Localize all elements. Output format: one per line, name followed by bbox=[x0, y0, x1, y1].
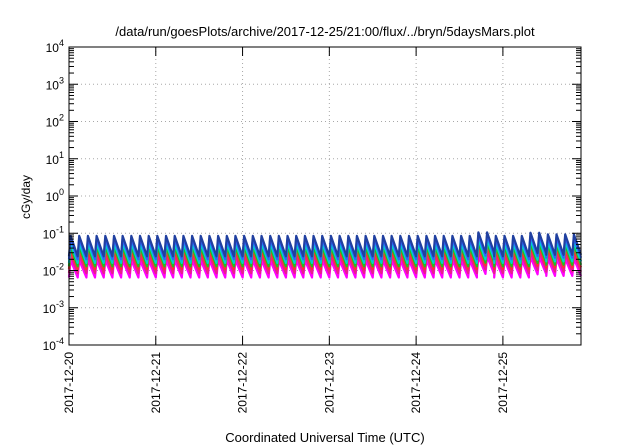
y-tick-label: 100 bbox=[46, 187, 64, 204]
y-tick-label: 10-2 bbox=[43, 262, 64, 279]
x-axis-label: Coordinated Universal Time (UTC) bbox=[225, 430, 424, 445]
x-tick-label: 2017-12-21 bbox=[149, 352, 163, 414]
y-axis-label: cGy/day bbox=[19, 175, 33, 219]
grid bbox=[69, 47, 581, 345]
y-axis: 10-4 10-3 10-2 10-1 100 101 102 103 104 bbox=[43, 38, 581, 353]
y-tick-label: 102 bbox=[46, 113, 64, 130]
y-tick-label: 10-4 bbox=[43, 336, 64, 353]
x-tick-label: 2017-12-25 bbox=[496, 352, 510, 414]
y-tick-label: 103 bbox=[46, 75, 64, 92]
y-tick-label: 101 bbox=[46, 150, 64, 167]
x-tick-label: 2017-12-23 bbox=[322, 352, 336, 414]
x-tick-label: 2017-12-22 bbox=[236, 352, 250, 414]
y-tick-label: 10-1 bbox=[43, 224, 64, 241]
series-line-6 bbox=[67, 231, 583, 258]
chart-title: /data/run/goesPlots/archive/2017-12-25/2… bbox=[115, 24, 535, 39]
y-tick-label: 10-3 bbox=[43, 299, 64, 316]
x-tick-label: 2017-12-20 bbox=[62, 352, 76, 414]
x-tick-label: 2017-12-24 bbox=[409, 352, 423, 414]
y-tick-label: 104 bbox=[46, 38, 64, 55]
x-axis: 2017-12-20 2017-12-21 2017-12-22 2017-12-23… bbox=[62, 47, 510, 413]
series-group bbox=[67, 231, 583, 279]
